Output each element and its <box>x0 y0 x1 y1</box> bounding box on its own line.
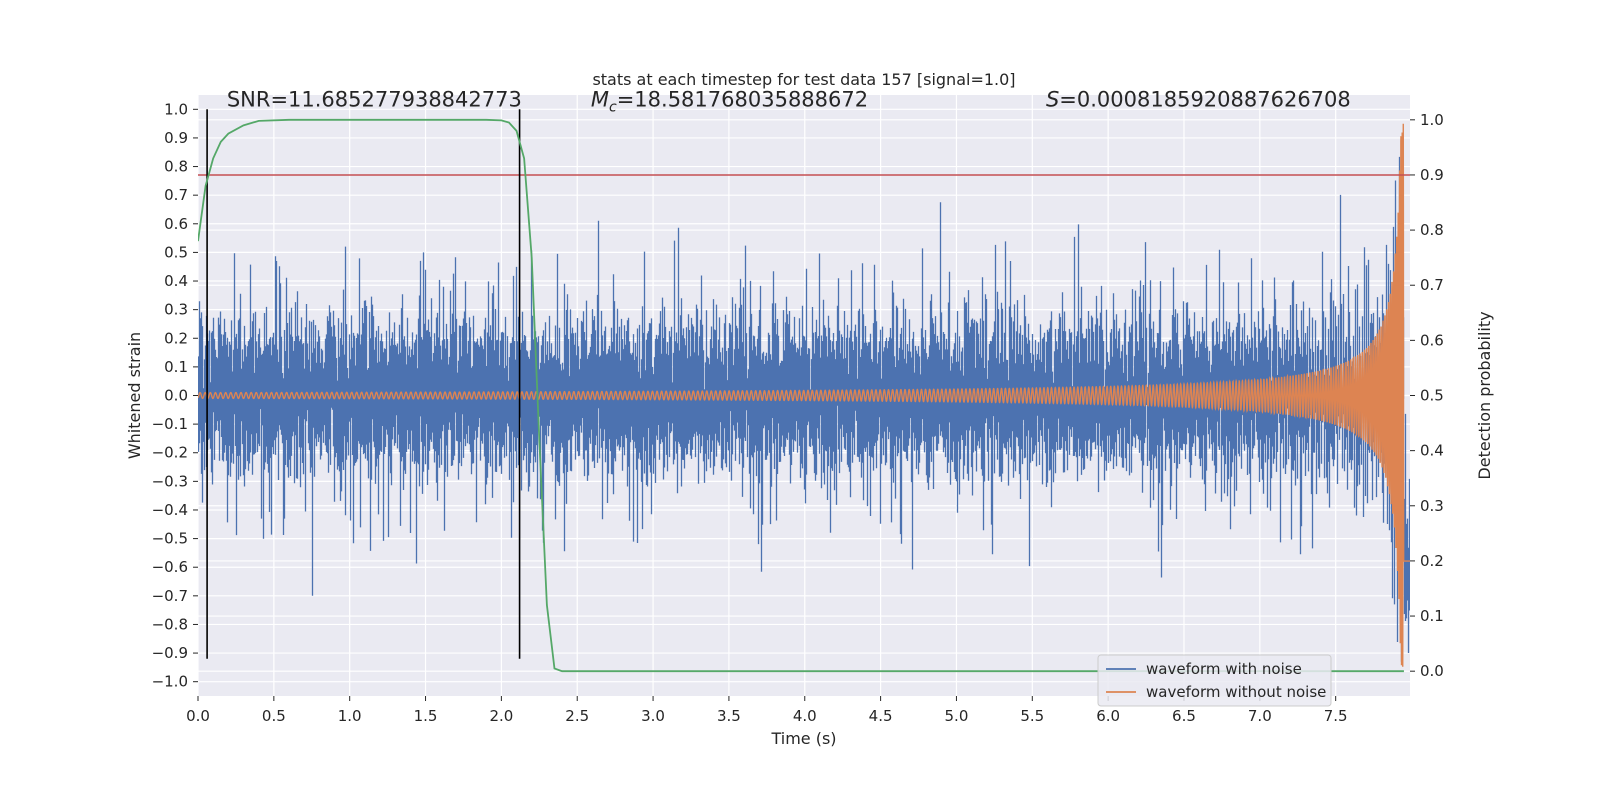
y-tick-label: −0.4 <box>152 501 188 519</box>
y-tick-label: 0.5 <box>164 243 188 261</box>
x-tick-label: 2.0 <box>489 707 513 725</box>
x-tick-label: 4.5 <box>869 707 893 725</box>
y-tick-label: 0.3 <box>164 301 188 319</box>
x-tick-label: 0.5 <box>262 707 286 725</box>
y-tick-label: −0.9 <box>152 644 188 662</box>
y2-tick-label: 0.8 <box>1420 221 1444 239</box>
y-axis-label: Whitened strain <box>125 332 144 459</box>
x-tick-label: 2.5 <box>565 707 589 725</box>
y-tick-label: 0.9 <box>164 129 188 147</box>
y-tick-label: −0.3 <box>152 472 188 490</box>
y-tick-label: −0.1 <box>152 415 188 433</box>
y-tick-label: 0.8 <box>164 158 188 176</box>
y-tick-label: 0.4 <box>164 272 188 290</box>
x-tick-label: 3.0 <box>641 707 665 725</box>
x-tick-label: 5.5 <box>1020 707 1044 725</box>
y2-tick-label: 1.0 <box>1420 111 1444 129</box>
y-tick-label: −1.0 <box>152 673 188 691</box>
y-tick-label: 0.2 <box>164 329 188 347</box>
s-value: =0.0008185920887626708 <box>1059 87 1351 111</box>
y-tick-label: 0.1 <box>164 358 188 376</box>
y2-tick-label: 0.0 <box>1420 662 1444 680</box>
x-tick-label: 1.0 <box>338 707 362 725</box>
y-tick-label: −0.7 <box>152 587 188 605</box>
x-tick-label: 0.0 <box>186 707 210 725</box>
x-tick-label: 6.5 <box>1172 707 1196 725</box>
chart-title: stats at each timestep for test data 157… <box>592 70 1015 89</box>
series-waveform-without-noise <box>198 123 1410 667</box>
y-tick-label: 0.6 <box>164 215 188 233</box>
series-layer <box>198 109 1410 673</box>
y-tick-label: −0.8 <box>152 615 188 633</box>
y2-tick-label: 0.5 <box>1420 387 1444 405</box>
y-tick-label: −0.5 <box>152 530 188 548</box>
y-tick-label: 1.0 <box>164 100 188 118</box>
mc-value: =18.581768035888672 <box>617 87 868 111</box>
chirp-mass-annotation: Mc=18.581768035888672 <box>591 87 868 115</box>
y-tick-label: −0.6 <box>152 558 188 576</box>
series-detection-probability <box>198 118 1404 673</box>
axes-layer: 0.0 0.5 1.0 1.5 2.0 2.5 3.0 3.5 4.0 4.5 5.0 5.5 6.0 6… <box>152 100 1444 725</box>
y2-tick-label: 0.1 <box>1420 607 1444 625</box>
x-tick-label: 1.5 <box>414 707 438 725</box>
y2-tick-label: 0.9 <box>1420 166 1444 184</box>
y-tick-label: 0.0 <box>164 387 188 405</box>
legend-label-clean: waveform without noise <box>1146 683 1326 701</box>
x-axis-label: Time (s) <box>770 729 836 748</box>
mc-symbol: M <box>591 87 609 111</box>
y2-tick-label: 0.2 <box>1420 552 1444 570</box>
snr-annotation: SNR=11.685277938842773 <box>227 87 522 111</box>
legend: waveform with noise waveform without noi… <box>1097 654 1332 707</box>
y2-tick-label: 0.7 <box>1420 276 1444 294</box>
plot-area <box>197 95 1410 696</box>
x-tick-label: 5.0 <box>945 707 969 725</box>
y-tick-label: 0.7 <box>164 186 188 204</box>
legend-label-noisy: waveform with noise <box>1146 660 1302 678</box>
x-tick-label: 7.0 <box>1248 707 1272 725</box>
mc-subscript: c <box>609 99 617 115</box>
x-tick-label: 7.5 <box>1324 707 1348 725</box>
x-tick-label: 6.0 <box>1096 707 1120 725</box>
x-tick-label: 4.0 <box>793 707 817 725</box>
y2-axis-label: Detection probability <box>1475 311 1494 479</box>
x-tick-label: 3.5 <box>717 707 741 725</box>
s-symbol: S <box>1046 87 1059 111</box>
legend-box <box>1097 654 1332 707</box>
y-tick-label: −0.2 <box>152 444 188 462</box>
s-annotation: S=0.0008185920887626708 <box>1046 87 1351 111</box>
y2-tick-label: 0.6 <box>1420 331 1444 349</box>
y2-tick-label: 0.3 <box>1420 497 1444 515</box>
y2-tick-label: 0.4 <box>1420 442 1444 460</box>
